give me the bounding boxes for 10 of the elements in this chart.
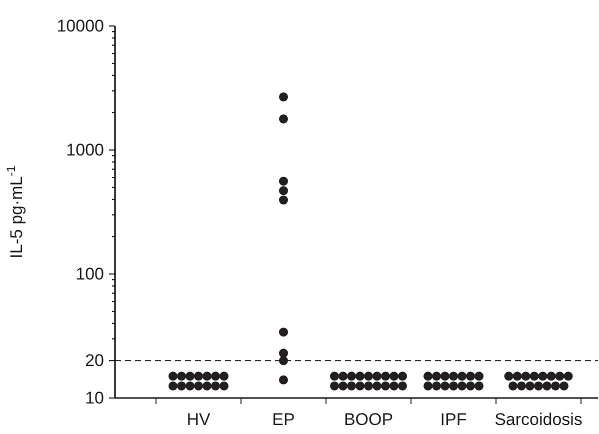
y-tick-label: 100 — [76, 264, 104, 284]
y-tick-label: 10000 — [56, 16, 104, 36]
x-tick-label: HV — [186, 410, 211, 429]
y-tick-label: 10 — [85, 388, 104, 408]
x-tick-label: IPF — [440, 410, 467, 429]
y-tick-label: 20 — [85, 351, 104, 370]
y-tick-label: 1000 — [66, 140, 104, 160]
x-tick-label: EP — [272, 410, 295, 429]
x-tick-label: Sarcoidosis — [494, 410, 582, 429]
x-tick-label: BOOP — [344, 410, 394, 429]
